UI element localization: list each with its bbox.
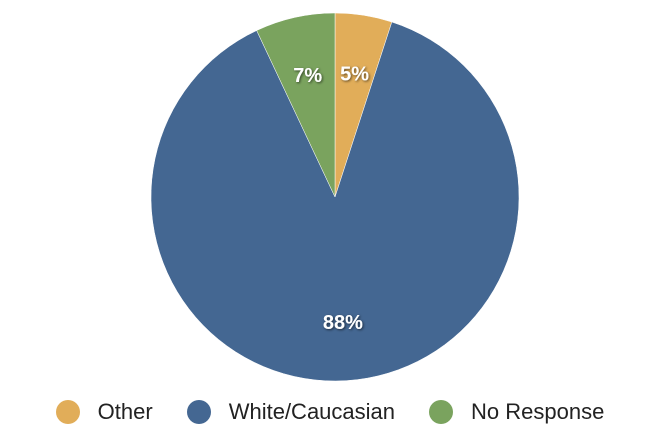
chart-legend: Other White/Caucasian No Response	[0, 396, 660, 428]
legend-item-other[interactable]: Other	[55, 399, 153, 425]
pie-chart: 5% 88% 7%	[150, 12, 520, 382]
legend-swatch-no-response	[429, 400, 454, 424]
legend-swatch-other	[55, 400, 80, 424]
legend-label-other: Other	[97, 399, 153, 424]
slice-label-no-response: 7%	[293, 65, 322, 87]
pie-slice-no-response[interactable]	[256, 12, 336, 198]
legend-item-no-response[interactable]: No Response	[429, 399, 604, 425]
slice-label-white-caucasian: 88%	[323, 312, 363, 334]
pie-slice-white-caucasian[interactable]	[150, 21, 520, 382]
legend-label-no-response: No Response	[471, 399, 605, 424]
legend-label-white-caucasian: White/Caucasian	[228, 399, 396, 424]
legend-item-white-caucasian[interactable]: White/Caucasian	[186, 399, 396, 425]
legend-swatch-white-caucasian	[186, 400, 211, 424]
slice-label-other: 5%	[340, 63, 369, 85]
